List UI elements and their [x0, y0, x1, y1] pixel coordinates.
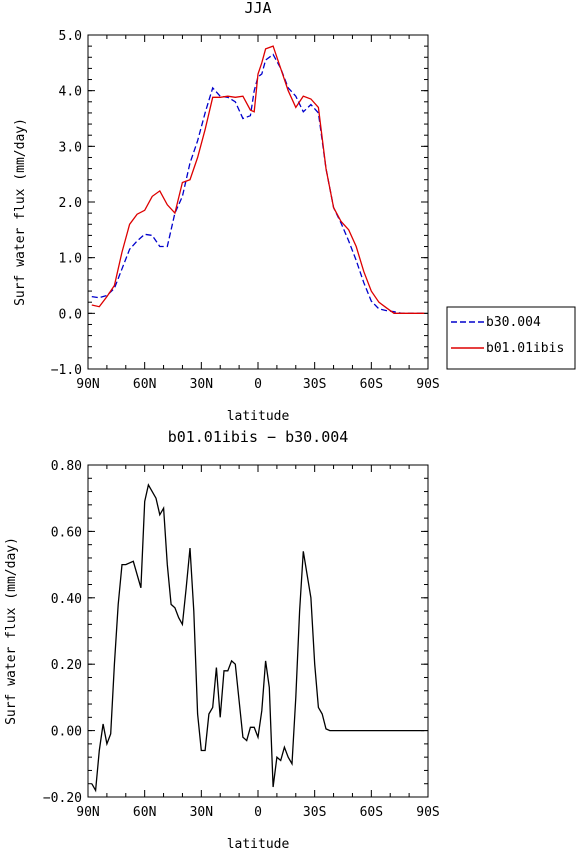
x-tick-label: 90N [76, 805, 99, 820]
plot-frame-bottom [87, 464, 429, 798]
y-axis-label-top: Surf water flux (mm/day) [13, 118, 28, 306]
x-tick-label: 0 [254, 805, 262, 820]
axis-ticks-top: 90N 60N 30N 0 30S 60S 90S −1.0 0.0 1.0 2.0 3.0 4.0 5.… [51, 29, 440, 392]
x-tick-label: 90S [416, 377, 439, 392]
x-axis-label-bottom: latitude [227, 837, 290, 851]
x-tick-label: 60S [360, 805, 383, 820]
x-tick-label: 60N [133, 805, 156, 820]
x-tick-label: 0 [254, 377, 262, 392]
y-tick-label: 0.40 [51, 592, 82, 607]
legend-box [446, 306, 576, 370]
x-tick-label: 30S [303, 805, 326, 820]
y-tick-label: 5.0 [59, 29, 82, 44]
y-tick-label: −1.0 [51, 363, 82, 378]
series-line-bottom-0 [91, 483, 425, 793]
x-tick-label: 90S [416, 805, 439, 820]
x-tick-label: 60N [133, 377, 156, 392]
panel-bottom: b01.01ibis − b30.004 90N 60N 30N 0 30S 60S 90S… [4, 428, 440, 851]
y-tick-label: 0.20 [51, 658, 82, 673]
y-tick-label: 0.00 [51, 725, 82, 740]
y-tick-label: 3.0 [59, 140, 82, 155]
x-tick-label: 60S [360, 377, 383, 392]
series-line-top-0 [91, 53, 425, 314]
y-tick-label: 0.80 [51, 459, 82, 474]
x-tick-label: 30N [190, 805, 213, 820]
x-tick-label: 30N [190, 377, 213, 392]
y-tick-label: 4.0 [59, 85, 82, 100]
y-tick-label: 0.0 [59, 307, 82, 322]
plot-frame-top [87, 34, 429, 370]
x-axis-label-top: latitude [227, 409, 290, 424]
y-tick-label: −0.20 [43, 791, 82, 806]
series-lines-top [91, 45, 425, 314]
y-axis-label-bottom: Surf water flux (mm/day) [4, 537, 19, 725]
axis-ticks-bottom: 90N 60N 30N 0 30S 60S 90S −0.20 0.00 0.20 0.40 0.60… [43, 459, 440, 820]
chart-title-top: JJA [244, 0, 271, 17]
x-tick-label: 90N [76, 377, 99, 392]
chart-title-bottom: b01.01ibis − b30.004 [168, 428, 349, 446]
legend: b30.004 b01.01ibis [446, 306, 576, 370]
legend-label-b01-01ibis: b01.01ibis [486, 341, 564, 356]
y-tick-label: 1.0 [59, 252, 82, 267]
x-tick-label: 30S [303, 377, 326, 392]
legend-label-b30-004: b30.004 [486, 315, 541, 330]
series-lines-bottom [91, 483, 425, 793]
y-tick-label: 0.60 [51, 525, 82, 540]
panel-top: JJA 90N 60N 30N 0 30S 60S 90S −1.0 0.0 1.0 2.0 3.0 4… [13, 0, 440, 424]
series-line-top-1 [91, 45, 425, 314]
y-tick-label: 2.0 [59, 196, 82, 211]
